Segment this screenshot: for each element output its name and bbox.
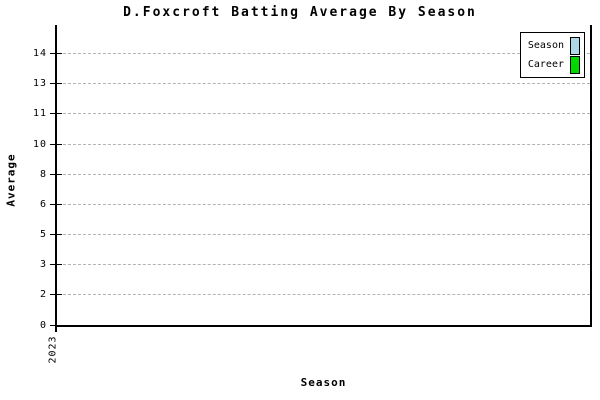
- legend-label: Career: [527, 59, 564, 70]
- y-tick-mark: [50, 143, 62, 145]
- gridline: [63, 173, 590, 175]
- y-tick-label: 13: [32, 78, 47, 90]
- gridline: [63, 234, 590, 235]
- plot-area: 2023 Season Career 0 2 3 5 6 8 10 11 13 14: [33, 25, 592, 363]
- y-tick-label: 11: [32, 108, 47, 120]
- y-tick-mark: [50, 294, 62, 296]
- y-tick-label: 8: [39, 168, 47, 180]
- gridline: [63, 294, 590, 296]
- y-tick-label: 14: [32, 48, 47, 59]
- legend-item: Season: [528, 36, 580, 55]
- gridline: [63, 143, 590, 145]
- gridline: [63, 53, 590, 54]
- y-tick-label: 0: [39, 319, 47, 331]
- y-tick-mark: [50, 203, 62, 205]
- y-tick-mark: [50, 83, 62, 85]
- y-tick-mark: [50, 234, 62, 235]
- x-axis-title: Season: [300, 376, 347, 389]
- x-tick-mark: [55, 327, 57, 332]
- y-tick-mark: [50, 324, 62, 326]
- legend-label: Season: [527, 40, 564, 51]
- legend-swatch-career: [570, 55, 580, 74]
- x-tick-label: 2023: [47, 332, 59, 366]
- y-tick-mark: [50, 173, 62, 175]
- y-tick-label: 5: [39, 229, 47, 240]
- y-tick-mark: [50, 53, 62, 54]
- y-tick-label: 2: [39, 289, 47, 301]
- legend-item: Career: [528, 55, 580, 74]
- y-tick-mark: [50, 113, 62, 115]
- y-tick-label: 3: [39, 259, 47, 271]
- gridline: [63, 83, 590, 85]
- gridline: [63, 203, 590, 205]
- legend-swatch-season: [570, 36, 580, 55]
- legend: Season Career: [519, 32, 585, 78]
- y-tick-label: 10: [32, 138, 47, 150]
- gridline: [63, 264, 590, 266]
- y-tick-label: 6: [39, 198, 47, 210]
- chart-title: D.Foxcroft Batting Average By Season: [123, 5, 477, 20]
- gridline: [63, 113, 590, 115]
- x-tick-label-text: 2023: [47, 334, 59, 364]
- y-tick-mark: [50, 264, 62, 266]
